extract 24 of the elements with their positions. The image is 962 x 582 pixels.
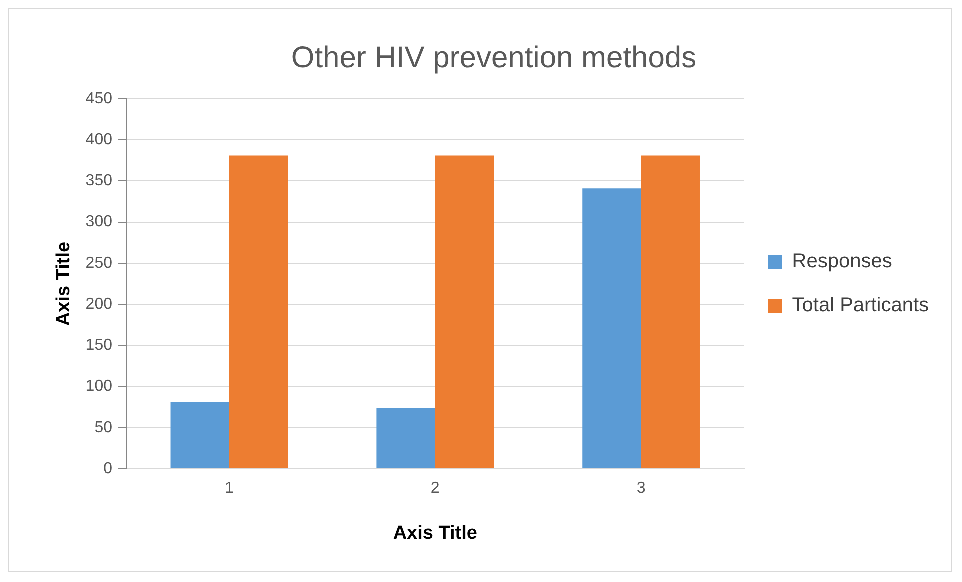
bar: [582, 188, 642, 468]
y-tick-label: 100: [86, 378, 113, 396]
x-tick-label: 2: [430, 480, 440, 498]
bar: [229, 156, 288, 468]
y-tick-label: 50: [94, 419, 113, 436]
y-tick-label: 350: [86, 172, 113, 190]
y-tick-label: 400: [86, 132, 113, 149]
y-tick-label: 0: [104, 460, 113, 478]
y-axis-title: Axis Title: [54, 242, 75, 326]
legend-label: Responses: [792, 250, 892, 273]
bar: [435, 156, 494, 468]
legend-label: Total Particants: [792, 294, 930, 317]
bar: [641, 156, 700, 468]
y-tick-label: 300: [86, 214, 113, 231]
y-tick-label: 200: [86, 296, 113, 313]
x-tick-label: 1: [225, 480, 234, 498]
bar: [170, 402, 230, 468]
x-tick-label: 3: [636, 480, 646, 498]
y-tick-label: 250: [86, 254, 113, 272]
y-tick-label: 450: [86, 90, 113, 108]
x-axis-title: Axis Title: [393, 522, 478, 544]
bar: [376, 408, 436, 468]
chart-title: Other HIV prevention methods: [291, 41, 697, 74]
y-tick-label: 150: [86, 337, 113, 354]
